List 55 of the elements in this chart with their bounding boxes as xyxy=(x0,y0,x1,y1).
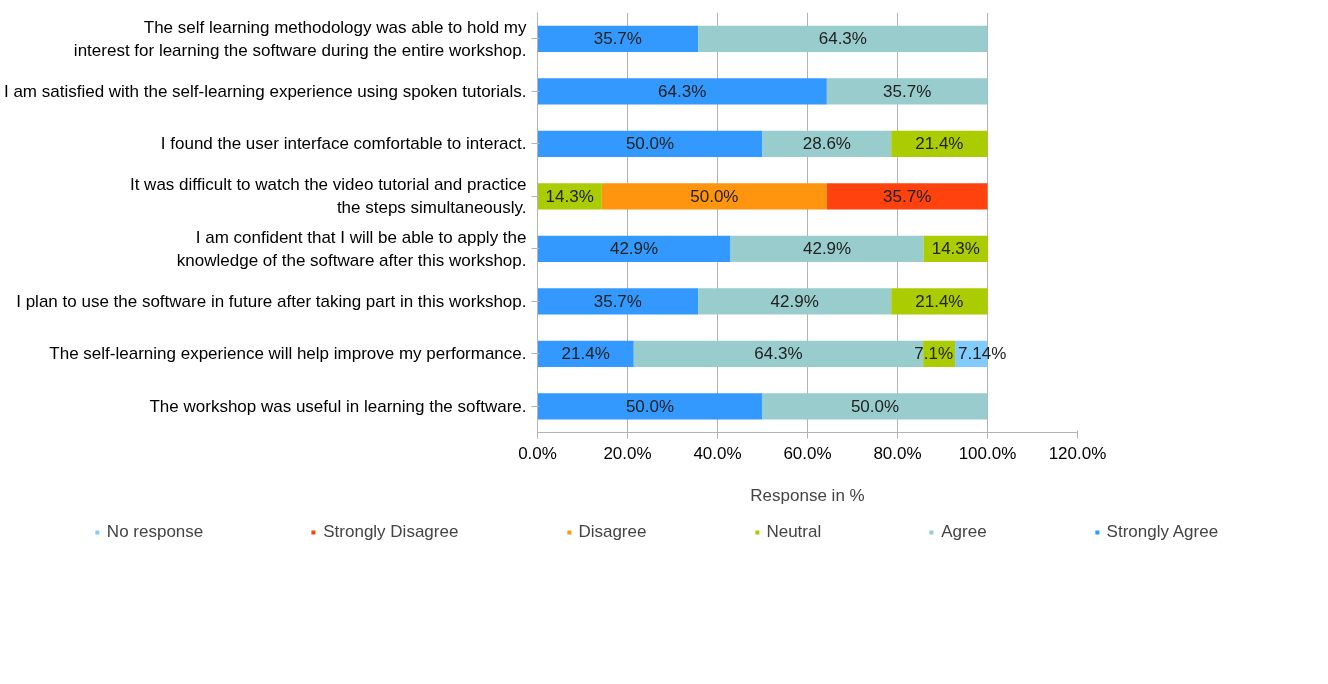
bar xyxy=(601,183,827,210)
data-label: 64.3% xyxy=(658,81,707,101)
y-tick-label: I plan to use the software in future after taking part in this workshop. xyxy=(16,291,527,311)
y-tick-label: The self learning methodology was able to hold my interest for learning the software during the entire workshop. xyxy=(73,17,527,60)
bar xyxy=(537,130,763,157)
x-tick-label: 80.0% xyxy=(873,443,922,463)
data-label: 21.4% xyxy=(915,291,964,311)
data-label: 42.9% xyxy=(770,291,819,311)
bar xyxy=(537,78,827,105)
data-label: 28.6% xyxy=(802,134,851,154)
legend-label: Strongly Agree xyxy=(1106,522,1219,542)
legend-label: Strongly Disagree xyxy=(323,522,459,542)
x-tick-label: 100.0% xyxy=(958,443,1017,463)
x-tick-label: 0.0% xyxy=(518,443,557,463)
data-label: 14.3% xyxy=(545,186,594,206)
data-label: 35.7% xyxy=(593,29,642,49)
bar xyxy=(762,393,988,420)
bar xyxy=(537,288,699,315)
x-tick-label: 120.0% xyxy=(1048,443,1107,463)
data-label: 64.3% xyxy=(754,344,803,364)
x-tick-label: 40.0% xyxy=(693,443,742,463)
data-label: 50.0% xyxy=(625,134,675,154)
data-label: 50.0% xyxy=(850,396,900,416)
bar xyxy=(537,25,699,52)
x-axis-title: Response in % xyxy=(750,485,865,505)
x-tick-label: 60.0% xyxy=(783,443,832,463)
data-label: 64.3% xyxy=(818,29,867,49)
data-label: 35.7% xyxy=(593,291,642,311)
bar xyxy=(730,235,924,262)
data-label: 42.9% xyxy=(802,239,852,259)
legend-label: No response xyxy=(106,522,204,542)
y-tick-label: I found the user interface comfortable to interact. xyxy=(160,134,527,154)
data-label: 50.0% xyxy=(625,396,675,416)
y-tick-label: I am confident that I will be able to apply the knowledge of the software after this workshop. xyxy=(176,227,527,270)
data-label: 14.3% xyxy=(931,239,980,259)
data-label: 35.7% xyxy=(883,186,932,206)
y-tick-label: The workshop was useful in learning the software. xyxy=(149,396,527,416)
bar xyxy=(698,288,892,315)
data-label: 50.0% xyxy=(690,186,739,206)
bar xyxy=(537,393,763,420)
legend-label: Agree xyxy=(941,522,987,542)
bar xyxy=(826,78,988,105)
legend-label: Neutral xyxy=(766,522,822,542)
bar xyxy=(698,25,988,52)
y-tick-label: It was difficult to watch the video tutorial and practice the steps simultaneously. xyxy=(129,175,527,218)
data-label: 21.4% xyxy=(561,344,610,364)
bar xyxy=(537,235,731,262)
bar xyxy=(826,183,988,210)
data-label: 42.9% xyxy=(609,239,659,259)
x-tick-label: 20.0% xyxy=(603,443,652,463)
data-label: 21.4% xyxy=(915,134,964,154)
y-tick-label: I am satisfied with the self-learning experience using spoken tutorials. xyxy=(3,81,527,101)
legend-label: Disagree xyxy=(578,522,647,542)
data-label: 35.7% xyxy=(883,81,932,101)
y-tick-label: The self-learning experience will help improve my performance. xyxy=(49,344,527,364)
